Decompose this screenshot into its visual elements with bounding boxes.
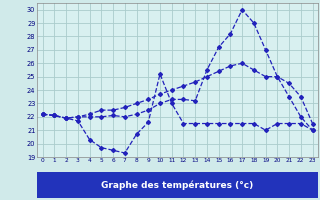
Text: Graphe des températures (°c): Graphe des températures (°c) [101,180,254,190]
